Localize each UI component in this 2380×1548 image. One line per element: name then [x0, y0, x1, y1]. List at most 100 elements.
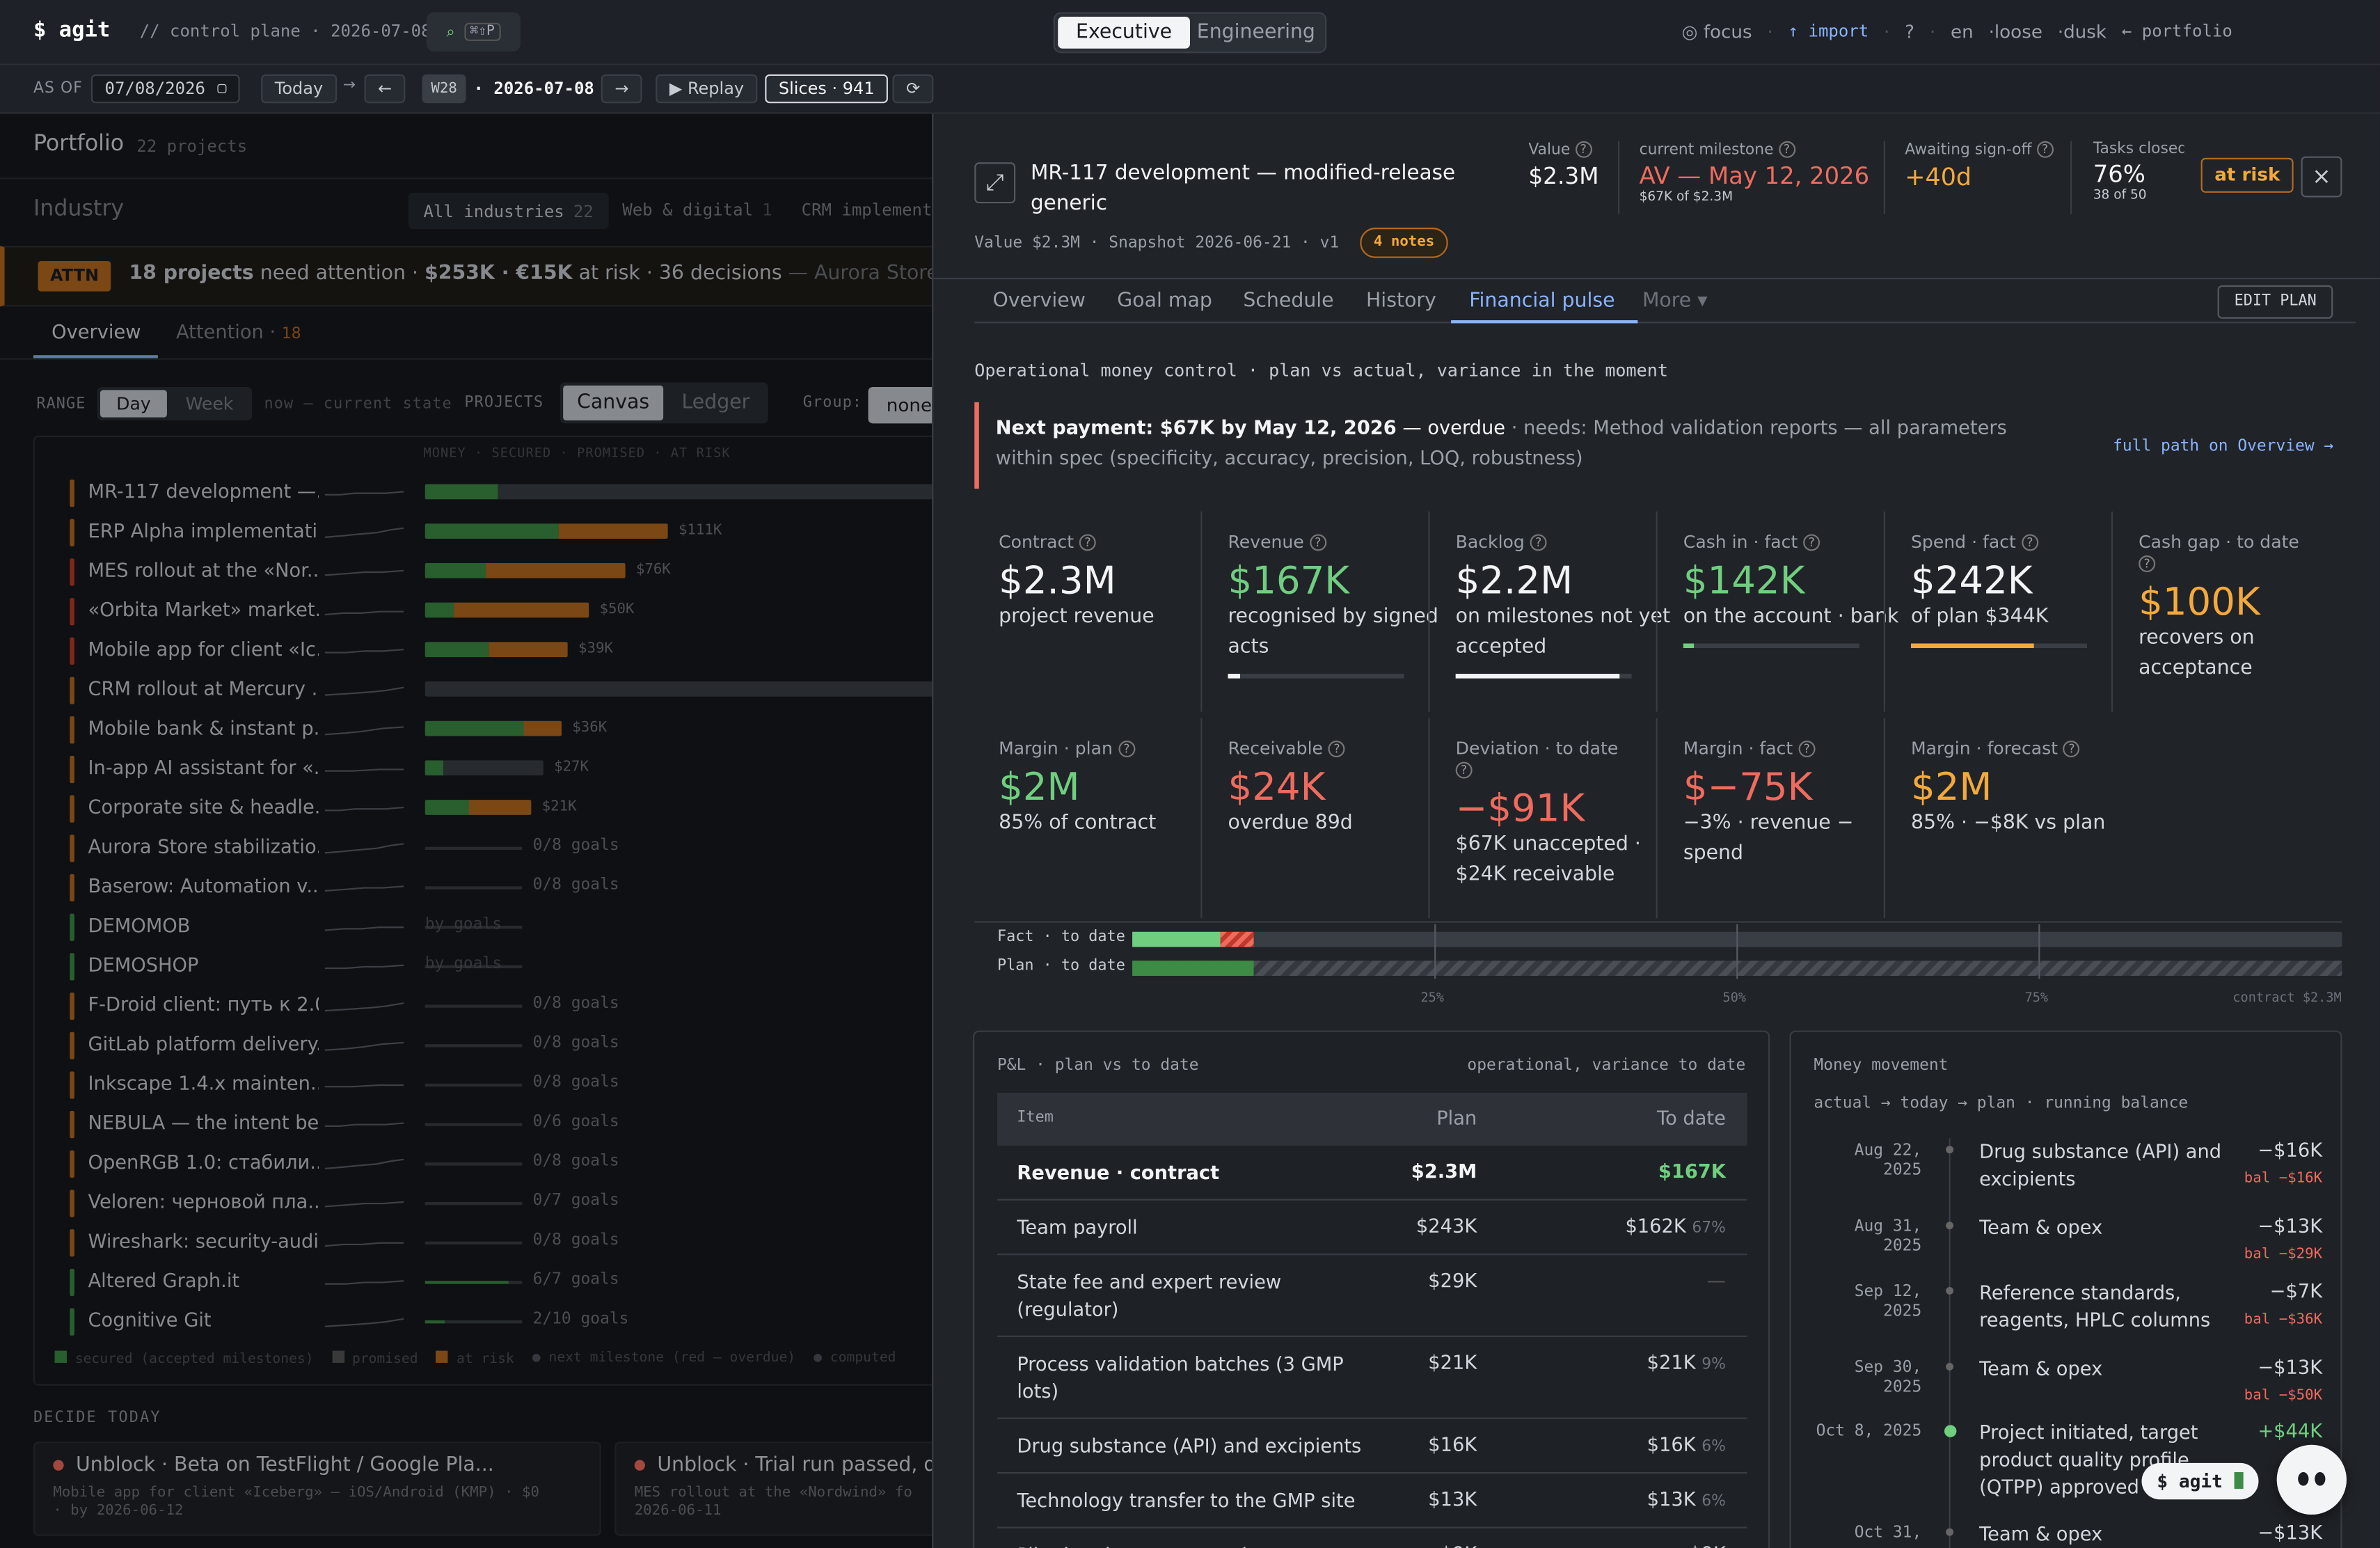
- kpi-card: Margin · forecast ? $2M 85% · −$8K vs plan: [1911, 738, 2139, 839]
- theme-toggle[interactable]: ·dusk: [2057, 21, 2107, 43]
- pl-note: operational, variance to date: [1467, 1056, 1746, 1075]
- health-indicator: [70, 1150, 74, 1178]
- prev-week-button[interactable]: ←: [364, 74, 406, 104]
- refresh-icon[interactable]: ⟳: [892, 74, 934, 104]
- tab-attention[interactable]: Attention · 18: [176, 320, 301, 343]
- project-row[interactable]: Mobile app for client «Ic... $39K: [36, 631, 932, 671]
- filter-all-industries[interactable]: All industries 22: [408, 192, 609, 230]
- help-icon[interactable]: ?: [2063, 741, 2081, 758]
- help-icon[interactable]: ?: [1309, 534, 1326, 551]
- tab-schedule[interactable]: Schedule: [1243, 290, 1334, 313]
- tab-more[interactable]: More ▾: [1642, 290, 1708, 313]
- import-button[interactable]: ↑ import: [1788, 21, 1869, 41]
- group-select[interactable]: none: [868, 387, 933, 424]
- project-row[interactable]: Corporate site & headle... $21K: [36, 789, 932, 829]
- as-of-date-input[interactable]: 07/08/2026 ▢: [90, 74, 241, 104]
- project-row[interactable]: NEBULA — the intent be... 0/6 goals: [36, 1105, 932, 1144]
- tab-overview[interactable]: Overview: [51, 320, 141, 343]
- help-icon[interactable]: ?: [1079, 534, 1097, 551]
- replay-button[interactable]: ▶ Replay: [656, 74, 758, 104]
- slices-button[interactable]: Slices · 941: [765, 74, 889, 104]
- help-icon[interactable]: ?: [1530, 534, 1547, 551]
- view-ledger[interactable]: Ledger: [681, 391, 750, 415]
- project-name: Altered Graph.it: [88, 1268, 240, 1292]
- kpi-sub: $67K unaccepted · $24K receivable: [1455, 833, 1641, 887]
- secured-segment: [425, 642, 489, 658]
- timeline-dot: [1944, 1425, 1957, 1437]
- project-row[interactable]: Cognitive Git 2/10 goals: [36, 1302, 932, 1342]
- tab-financial-pulse[interactable]: Financial pulse: [1469, 290, 1615, 313]
- decision-card[interactable]: Unblock · Trial run passed, qu MES rollo…: [614, 1442, 933, 1536]
- portfolio-link[interactable]: ← portfolio: [2121, 21, 2232, 41]
- project-row[interactable]: F-Droid client: путь к 2.0 0/8 goals: [36, 986, 932, 1026]
- project-row[interactable]: OpenRGB 1.0: стабили... 0/8 goals: [36, 1144, 932, 1184]
- project-row[interactable]: GitLab platform delivery... 0/8 goals: [36, 1026, 932, 1066]
- project-row[interactable]: Mobile bank & instant p... $36K: [36, 710, 932, 750]
- range-week[interactable]: Week: [185, 393, 234, 415]
- today-button[interactable]: Today: [261, 74, 337, 104]
- view-canvas[interactable]: Canvas: [563, 385, 664, 420]
- tab-count: 18: [281, 326, 301, 343]
- help-icon[interactable]: ?: [1803, 534, 1820, 551]
- header-signoff: Awaiting sign-off ? +40d: [1905, 141, 2054, 191]
- density-toggle[interactable]: ·loose: [1988, 21, 2042, 43]
- project-row[interactable]: «Orbita Market» market... $50K: [36, 592, 932, 631]
- at-risk-amount: $50K: [599, 601, 635, 618]
- project-row[interactable]: DEMOMOB by goals: [36, 908, 932, 947]
- project-row[interactable]: Veloren: черновой пла... 0/7 goals: [36, 1184, 932, 1224]
- project-row[interactable]: Inkscape 1.4.x mainten... 0/8 goals: [36, 1066, 932, 1105]
- tab-overview[interactable]: Overview: [992, 290, 1086, 313]
- mode-engineering[interactable]: Engineering: [1196, 21, 1315, 45]
- help-icon[interactable]: ?: [1118, 741, 1135, 758]
- pl-header-row: Item Plan To date: [997, 1092, 1747, 1146]
- help-icon[interactable]: ?: [1328, 741, 1345, 758]
- agent-avatar-button[interactable]: [2276, 1444, 2347, 1515]
- expand-icon[interactable]: ⤢: [974, 162, 1016, 204]
- notes-badge[interactable]: 4 notes: [1360, 228, 1448, 258]
- help-icon[interactable]: ?: [2021, 534, 2038, 551]
- pl-title: P&L · plan vs to date: [997, 1056, 1199, 1075]
- project-row[interactable]: CRM rollout at Mercury ...: [36, 671, 933, 711]
- agent-label[interactable]: $ agit: [2141, 1462, 2258, 1500]
- decision-card[interactable]: Unblock · Beta on TestFlight / Google Pl…: [33, 1442, 601, 1536]
- focus-toggle[interactable]: ◎ focus: [1681, 21, 1752, 43]
- project-row[interactable]: MR-117 development —...: [36, 473, 933, 513]
- mode-executive[interactable]: Executive: [1058, 16, 1190, 49]
- project-name: MR-117 development —...: [88, 480, 319, 503]
- close-icon[interactable]: ×: [2301, 156, 2342, 198]
- kpi-value: $100K: [2139, 579, 2260, 624]
- project-row[interactable]: Altered Graph.it 6/7 goals: [36, 1263, 932, 1302]
- project-row[interactable]: In-app AI assistant for «... $27K: [36, 750, 932, 789]
- project-row[interactable]: Baserow: Automation v... 0/8 goals: [36, 868, 932, 908]
- project-row[interactable]: Wireshark: security-audi... 0/8 goals: [36, 1223, 932, 1263]
- pl-row: Process validation batches (3 GMP lots) $…: [997, 1337, 1747, 1419]
- app-logo[interactable]: $ agit: [33, 18, 111, 43]
- pl-row: State fee and expert review (regulator) $…: [997, 1255, 1747, 1337]
- attn-tail: — Aurora Store stab: [788, 262, 933, 285]
- project-row[interactable]: ERP Alpha implementati... $111K: [36, 513, 932, 553]
- help-button[interactable]: ?: [1905, 21, 1915, 43]
- goals-track: [425, 1201, 523, 1206]
- sparkline: [324, 926, 404, 931]
- filter-web-digital[interactable]: Web & digital 1: [622, 200, 772, 220]
- plan-done: [1132, 961, 1253, 976]
- full-path-link[interactable]: full path on Overview →: [2113, 436, 2334, 456]
- help-icon[interactable]: ?: [1798, 741, 1816, 758]
- project-row[interactable]: Aurora Store stabilizatio... 0/8 goals: [36, 828, 932, 868]
- command-palette-button[interactable]: ⌕ ⌘⇧P: [426, 12, 521, 52]
- sparkline: [324, 1002, 404, 1012]
- money-balance: bal −$29K: [2244, 1246, 2323, 1263]
- project-title: MR-117 development — modified-release ge…: [1030, 161, 1456, 216]
- project-row[interactable]: DEMOSHOP by goals: [36, 947, 932, 987]
- help-icon[interactable]: ?: [1455, 761, 1473, 779]
- kpi-progress: [1683, 643, 1859, 649]
- language-toggle[interactable]: en: [1951, 21, 1974, 43]
- edit-plan-button[interactable]: EDIT PLAN: [2217, 285, 2333, 319]
- tab-goal-map[interactable]: Goal map: [1117, 290, 1212, 313]
- tab-history[interactable]: History: [1365, 290, 1436, 313]
- range-day[interactable]: Day: [100, 390, 167, 418]
- help-icon[interactable]: ?: [2139, 555, 2156, 573]
- filter-crm[interactable]: CRM implementa: [801, 200, 933, 221]
- project-row[interactable]: MES rollout at the «Nor... $76K: [36, 553, 932, 592]
- next-week-button[interactable]: →: [601, 74, 643, 104]
